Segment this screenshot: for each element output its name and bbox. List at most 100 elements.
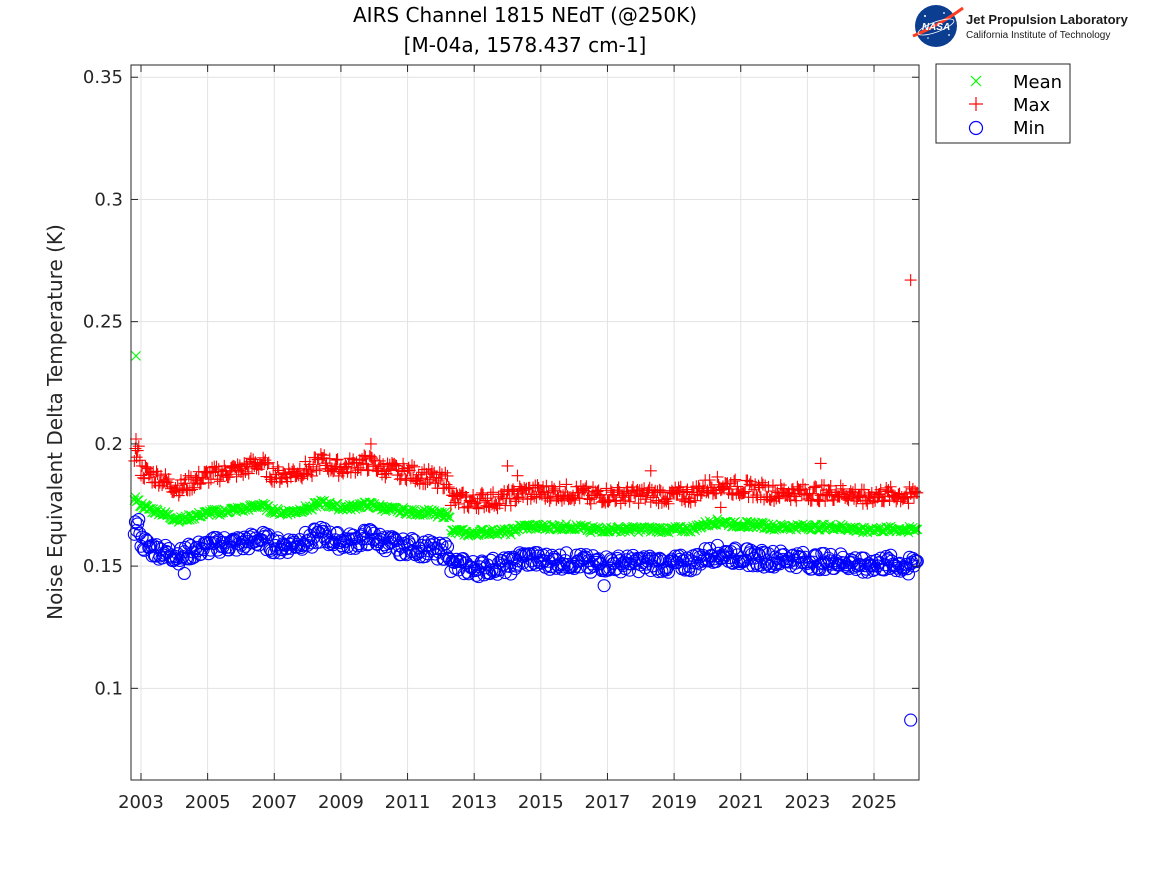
max-point [435, 468, 448, 481]
max-point [442, 481, 455, 494]
y-tick-label: 0.35 [83, 67, 123, 88]
max-point [441, 469, 454, 482]
x-tick-label: 2015 [518, 792, 564, 813]
max-point [294, 470, 307, 483]
max-point [331, 453, 344, 466]
max-point [256, 458, 269, 471]
max-point [503, 492, 516, 505]
max-point [132, 440, 145, 453]
max-point [210, 460, 223, 473]
min-point [383, 531, 397, 545]
max-point [182, 469, 195, 482]
min-point [460, 565, 475, 579]
max-point [609, 495, 622, 508]
mean-point [388, 502, 398, 513]
min-point [284, 541, 298, 555]
max-point [318, 449, 331, 462]
x-tick-label: 2021 [718, 792, 764, 813]
mean-point [444, 512, 455, 523]
chart-title: AIRS Channel 1815 NEdT (@250K) [353, 3, 697, 27]
min-point [557, 560, 571, 574]
jpl-affiliation: California Institute of Technology [966, 30, 1110, 41]
min-marker-icon [968, 120, 984, 136]
max-point [374, 460, 387, 473]
max-point [814, 457, 827, 470]
max-point [711, 470, 724, 483]
max-point [723, 483, 736, 496]
plot-area [131, 65, 919, 780]
max-point [511, 469, 524, 482]
mean-point [427, 505, 437, 515]
min-point [444, 564, 458, 579]
min-point [904, 713, 918, 727]
max-point [360, 458, 373, 471]
max-point [170, 484, 183, 497]
y-tick-label: 0.1 [94, 678, 123, 699]
min-point [365, 524, 379, 539]
max-point [303, 458, 316, 471]
min-point [182, 537, 196, 551]
max-point [186, 483, 199, 496]
max-point [137, 471, 150, 484]
max-point [623, 495, 636, 508]
max-point [207, 466, 220, 479]
plot-frame [130, 64, 920, 781]
min-point [465, 560, 479, 574]
min-point [344, 541, 358, 555]
series-min [127, 512, 924, 727]
max-point [608, 488, 621, 501]
max-point [443, 482, 456, 495]
min-point [578, 550, 592, 564]
legend-box [935, 63, 1071, 144]
max-point [884, 480, 897, 493]
min-point [308, 523, 322, 537]
max-point [845, 488, 858, 501]
mean-point [741, 517, 752, 527]
min-point [469, 568, 483, 582]
max-point [520, 482, 533, 495]
y-tick-label: 0.2 [94, 434, 123, 455]
max-point [553, 480, 566, 493]
x-tick-label: 2017 [585, 792, 631, 813]
max-point [319, 459, 332, 472]
max-point [809, 480, 822, 493]
max-point [357, 457, 370, 470]
max-point [129, 433, 142, 445]
chart-subtitle: [M-04a, 1578.437 cm-1] [404, 33, 647, 57]
max-point [364, 437, 377, 450]
mean-point [587, 524, 597, 535]
x-tick-label: 2005 [185, 792, 231, 813]
max-point [387, 458, 400, 471]
max-point [358, 449, 371, 462]
max-point [493, 497, 506, 510]
min-point [500, 552, 515, 566]
max-point [671, 488, 684, 501]
max-point [470, 502, 483, 515]
max-point [501, 459, 514, 472]
min-point [177, 566, 191, 580]
max-point [650, 494, 663, 507]
max-point [632, 497, 645, 510]
max-point [577, 483, 590, 496]
mean-point [147, 507, 157, 518]
min-point [597, 579, 611, 593]
max-point [640, 489, 653, 502]
max-point [580, 480, 593, 493]
legend: Mean Max Min [935, 63, 1071, 144]
mean-point [762, 522, 773, 533]
max-point [861, 497, 874, 510]
max-point [836, 482, 849, 495]
max-point [540, 479, 553, 492]
min-point [264, 543, 278, 557]
mean-point [440, 507, 451, 518]
max-point [543, 494, 556, 507]
max-point [531, 479, 544, 492]
max-point [739, 485, 752, 498]
max-point [212, 463, 225, 476]
max-point [413, 477, 426, 490]
max-point [528, 490, 541, 503]
legend-item-mean: Mean [970, 72, 1062, 93]
min-point [910, 554, 924, 568]
mean-point [780, 523, 791, 533]
max-point [472, 502, 485, 515]
